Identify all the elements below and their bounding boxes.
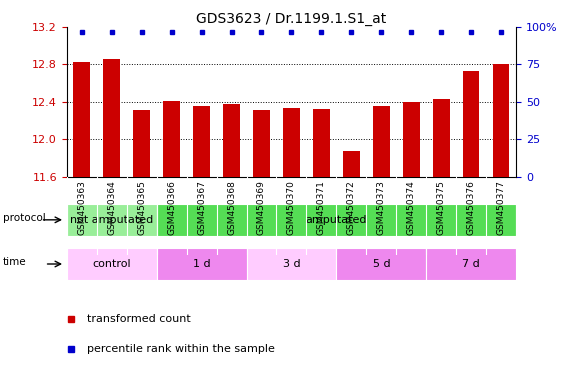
Bar <box>373 106 390 177</box>
Text: GSM450364: GSM450364 <box>107 180 116 235</box>
Text: GSM450365: GSM450365 <box>137 180 146 235</box>
Text: transformed count: transformed count <box>87 314 191 324</box>
Text: GSM450377: GSM450377 <box>496 180 506 235</box>
Bar <box>336 248 426 280</box>
Bar <box>164 101 180 177</box>
Title: GDS3623 / Dr.1199.1.S1_at: GDS3623 / Dr.1199.1.S1_at <box>196 12 387 26</box>
Text: time: time <box>3 257 27 267</box>
Text: GSM450374: GSM450374 <box>407 180 416 235</box>
Text: control: control <box>92 259 131 269</box>
Bar <box>463 71 480 177</box>
Text: GSM450376: GSM450376 <box>467 180 476 235</box>
Text: GSM450363: GSM450363 <box>77 180 86 235</box>
Text: 3 d: 3 d <box>282 259 300 269</box>
Text: GSM450370: GSM450370 <box>287 180 296 235</box>
Bar <box>193 106 210 177</box>
Bar <box>133 110 150 177</box>
Bar <box>67 204 157 236</box>
Bar <box>103 59 120 177</box>
Bar <box>283 108 300 177</box>
Text: not amputated: not amputated <box>70 215 153 225</box>
Bar <box>313 109 329 177</box>
Bar <box>426 248 516 280</box>
Text: percentile rank within the sample: percentile rank within the sample <box>87 344 275 354</box>
Bar <box>223 104 240 177</box>
Bar <box>74 61 90 177</box>
Text: 5 d: 5 d <box>372 259 390 269</box>
Text: GSM450368: GSM450368 <box>227 180 236 235</box>
Bar <box>67 248 157 280</box>
Bar <box>157 204 516 236</box>
Text: GSM450375: GSM450375 <box>437 180 446 235</box>
Bar <box>433 99 450 177</box>
Bar <box>343 151 360 177</box>
Text: protocol: protocol <box>3 213 46 223</box>
Bar <box>157 248 246 280</box>
Text: GSM450373: GSM450373 <box>377 180 386 235</box>
Text: GSM450367: GSM450367 <box>197 180 206 235</box>
Text: amputated: amputated <box>306 215 367 225</box>
Text: 7 d: 7 d <box>462 259 480 269</box>
Bar <box>246 248 336 280</box>
Bar <box>403 102 419 177</box>
Text: GSM450372: GSM450372 <box>347 180 356 235</box>
Bar <box>493 64 509 177</box>
Text: GSM450371: GSM450371 <box>317 180 326 235</box>
Text: GSM450366: GSM450366 <box>167 180 176 235</box>
Bar <box>253 110 270 177</box>
Text: 1 d: 1 d <box>193 259 211 269</box>
Text: GSM450369: GSM450369 <box>257 180 266 235</box>
